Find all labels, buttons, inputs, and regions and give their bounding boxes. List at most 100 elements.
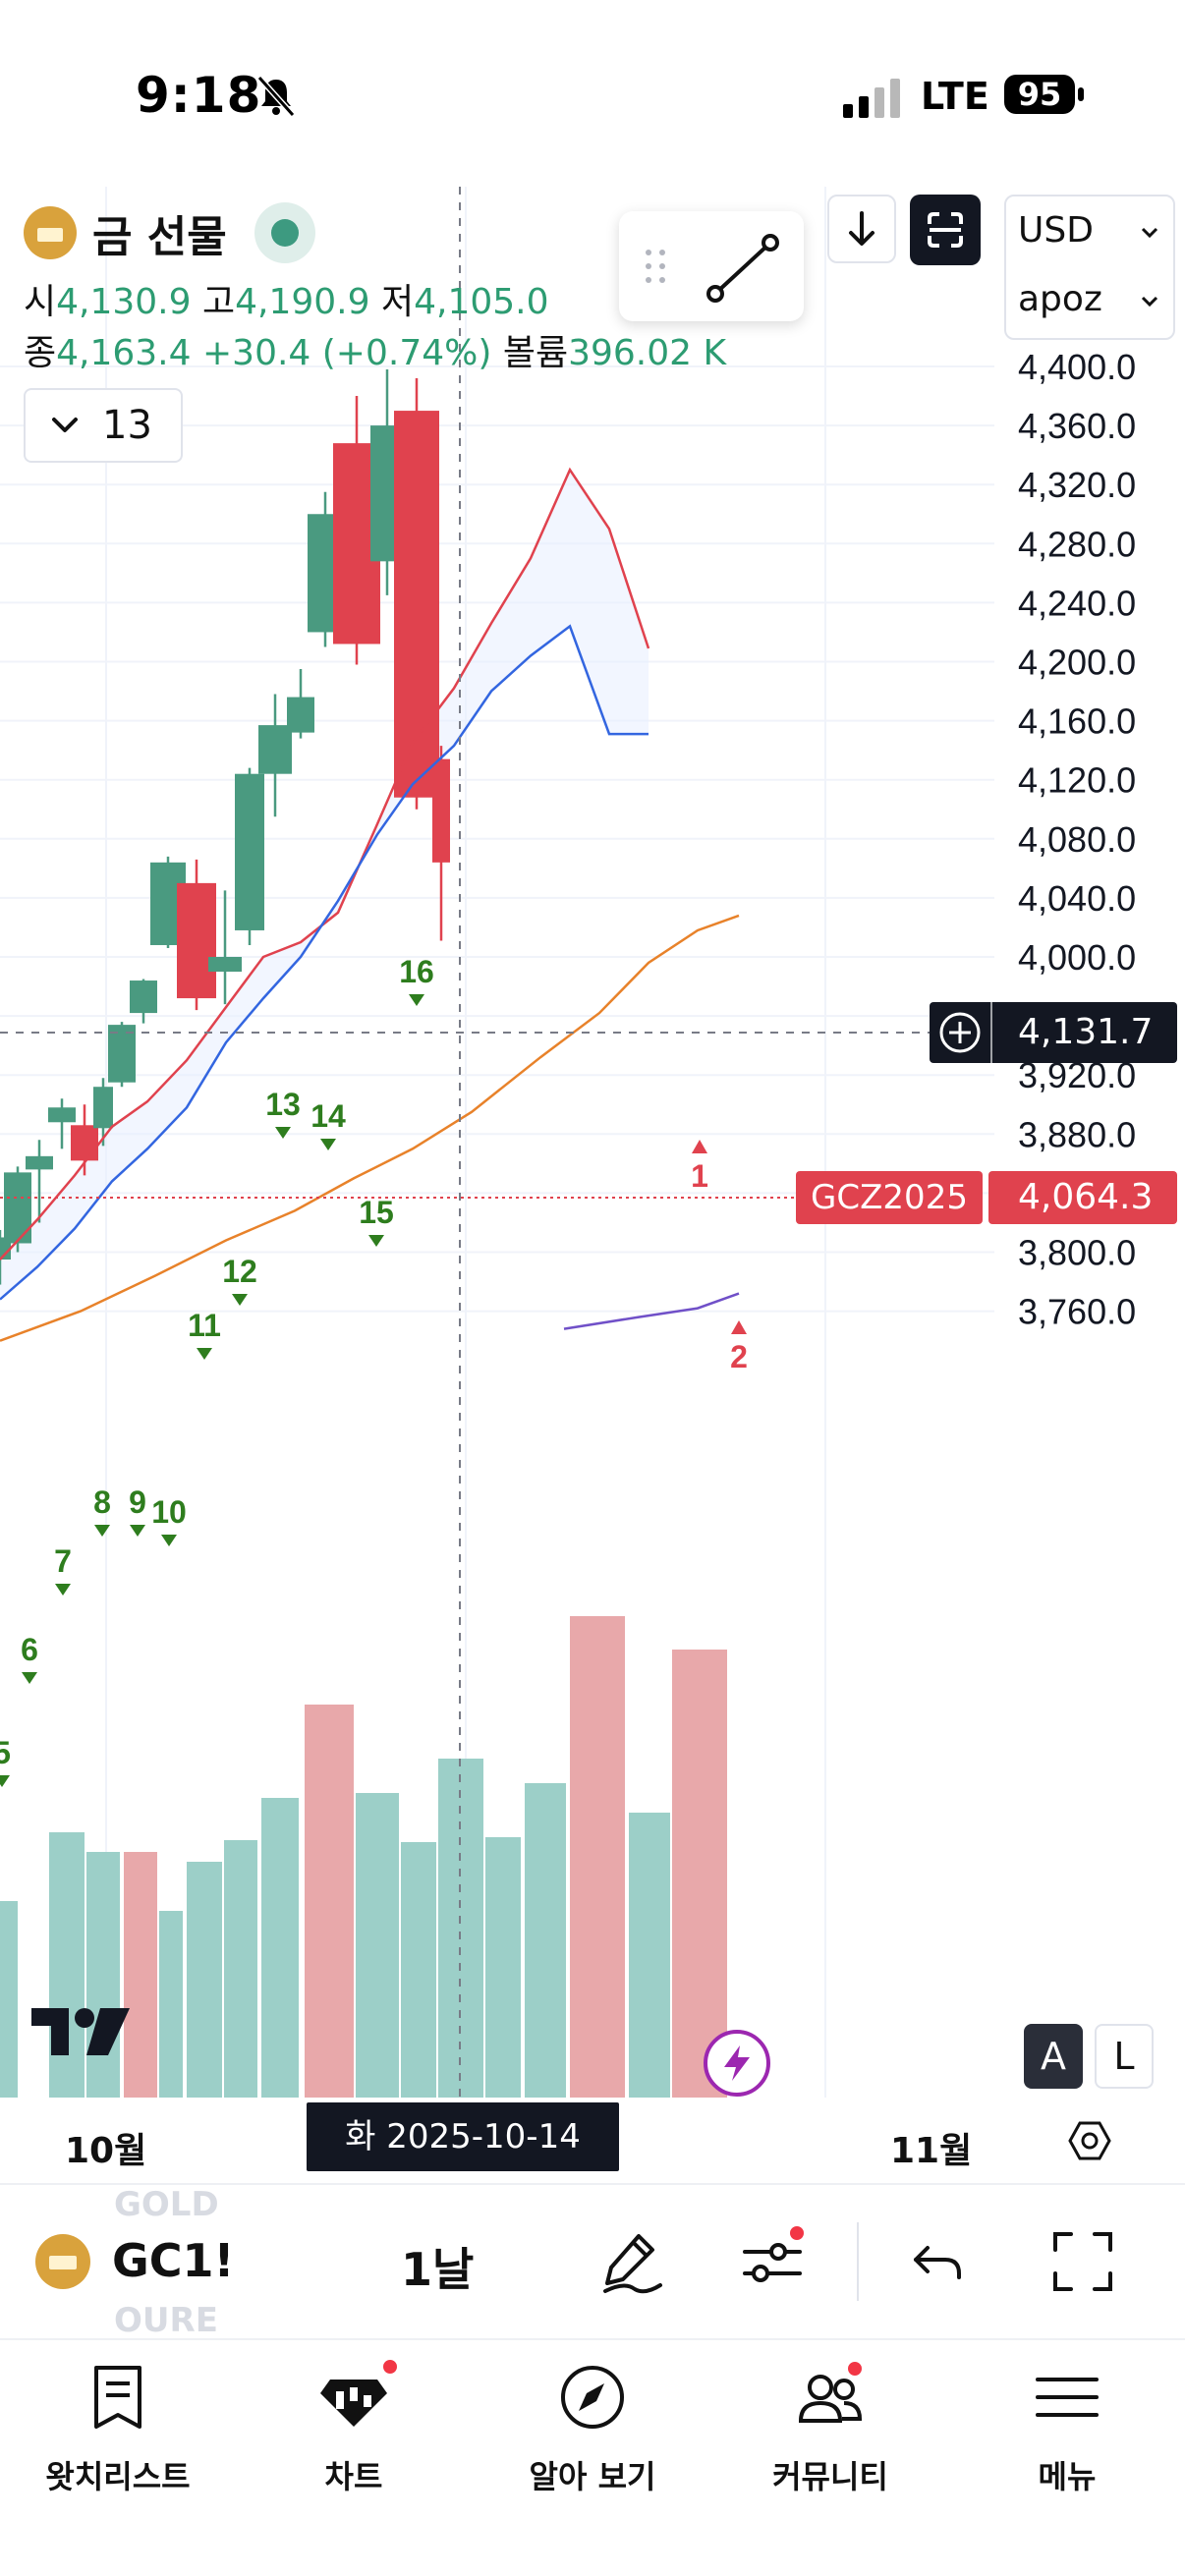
fullscreen-icon[interactable] — [1045, 2224, 1120, 2299]
count-marker-red — [692, 1140, 707, 1153]
date-axis[interactable]: 10월 11월 — [0, 2102, 1185, 2181]
close-value: 4,163.4 — [56, 333, 192, 373]
candle-body — [130, 980, 157, 1014]
count-marker-red — [731, 1320, 747, 1334]
indicators-sliders-icon[interactable] — [735, 2224, 810, 2299]
nav-chart[interactable]: 차트 — [236, 2340, 472, 2576]
volume-bar — [124, 1852, 157, 2098]
y-axis-tick-label: 3,880.0 — [1018, 1114, 1136, 1154]
currency-select[interactable]: USD — [1018, 210, 1094, 251]
count-label-green: 14 — [310, 1098, 346, 1134]
ghost-text-top: GOLD — [114, 2185, 219, 2224]
high-label: 고 — [202, 282, 236, 322]
symbol-header[interactable]: 금 선물 — [24, 201, 315, 264]
volume-bar — [401, 1842, 436, 2098]
candle-body — [208, 957, 242, 973]
y-axis-tick-label: 4,240.0 — [1018, 583, 1136, 623]
candle-body — [394, 411, 439, 798]
candle-body — [258, 725, 292, 774]
interval-button[interactable]: 1날 — [401, 2243, 475, 2296]
symbol-price-tag: GCZ2025 — [796, 1171, 983, 1224]
y-axis-tick-label: 4,200.0 — [1018, 643, 1136, 683]
toolbar-divider — [857, 2222, 859, 2301]
volume-bar — [0, 1901, 18, 2098]
count-marker-green — [197, 1348, 212, 1360]
battery-cap — [1078, 87, 1084, 101]
add-plus-icon[interactable] — [937, 1010, 983, 1055]
ma-line-orange — [0, 914, 740, 1342]
ghost-text-bottom: OURE — [114, 2301, 218, 2340]
nav-menu[interactable]: 메뉴 — [949, 2340, 1185, 2576]
ma-line-blue — [0, 624, 649, 1301]
nav-watchlist[interactable]: 왓치리스트 — [0, 2340, 236, 2576]
y-axis-tick-label: 3,760.0 — [1018, 1292, 1136, 1332]
market-open-dot — [270, 219, 299, 247]
ohlc-line-2: 종4,163.4 +30.4 (+0.74%) 볼륨396.02 K — [24, 328, 726, 379]
count-marker-green — [368, 1235, 384, 1247]
volume-bar — [438, 1759, 483, 2098]
low-value: 4,105.0 — [414, 282, 549, 322]
auto-scale-button[interactable]: A — [1024, 2024, 1083, 2089]
count-marker-green — [320, 1139, 336, 1150]
count-label-green: 12 — [222, 1254, 257, 1289]
indicators-badge — [788, 2224, 806, 2242]
ohlc-legend: 시4,130.9 고4,190.9 저4,105.0 종4,163.4 +30.… — [24, 277, 726, 379]
volume-bar — [261, 1798, 299, 2098]
arrow-down-icon — [849, 211, 875, 246]
nav-community[interactable]: 커뮤니티 — [712, 2340, 948, 2576]
signal-icon — [843, 79, 900, 118]
ohlc-line-1: 시4,130.9 고4,190.9 저4,105.0 — [24, 277, 726, 328]
count-label-green: 16 — [399, 954, 434, 989]
nav-label-watchlist: 왓치리스트 — [45, 2458, 191, 2495]
chart-settings-icon[interactable] — [1067, 2118, 1112, 2163]
candle-body — [287, 697, 314, 733]
count-label-green: 7 — [54, 1543, 72, 1579]
count-marker-green — [130, 1525, 145, 1537]
volume-bar — [356, 1793, 399, 2098]
nav-label-chart: 차트 — [324, 2458, 383, 2495]
tradingview-logo-icon[interactable] — [31, 2004, 130, 2059]
open-label: 시 — [24, 282, 57, 322]
volume-bar — [629, 1813, 670, 2098]
undo-icon[interactable] — [902, 2224, 977, 2299]
network-type: LTE — [921, 75, 989, 118]
volume-bar — [187, 1862, 222, 2098]
count-label-green: 5 — [0, 1735, 11, 1770]
count-marker-green — [275, 1127, 291, 1139]
flash-alert-button[interactable] — [704, 2030, 770, 2097]
trend-line-icon[interactable] — [704, 231, 782, 306]
chart-toolbar: GOLD GC1! 1날 OURE — [0, 2183, 1185, 2340]
y-axis-tick-label: 4,360.0 — [1018, 406, 1136, 446]
log-scale-button[interactable]: L — [1095, 2024, 1154, 2089]
symbol-search-button[interactable]: GC1! — [112, 2234, 235, 2287]
fullscreen-toggle-button[interactable] — [910, 195, 981, 265]
drawing-tool-card[interactable] — [619, 211, 804, 321]
scroll-down-button[interactable] — [827, 195, 896, 263]
y-axis-tick-label: 4,120.0 — [1018, 760, 1136, 801]
y-axis-tick-label: 3,800.0 — [1018, 1233, 1136, 1273]
pen-draw-icon[interactable] — [595, 2224, 670, 2299]
drag-handle-icon[interactable] — [641, 247, 670, 286]
chevron-down-icon — [52, 418, 78, 432]
low-label: 저 — [381, 282, 415, 322]
currency-unit-selector[interactable]: USD apoz — [1004, 195, 1175, 340]
crosshair-separator — [990, 1002, 992, 1063]
y-axis-tick-label: 4,080.0 — [1018, 819, 1136, 860]
y-axis-tick-label: 4,160.0 — [1018, 701, 1136, 742]
y-axis-tick-label: 4,280.0 — [1018, 524, 1136, 564]
nav-explore[interactable]: 알아 보기 — [475, 2340, 710, 2576]
volume-label: 볼륨 — [502, 333, 569, 373]
lightning-icon — [724, 2045, 750, 2081]
count-label-green: 13 — [265, 1087, 301, 1122]
candle-body — [26, 1155, 53, 1170]
symbol-name: 금 선물 — [92, 212, 227, 262]
nav-label-community: 커뮤니티 — [772, 2458, 888, 2495]
unit-select[interactable]: apoz — [1018, 279, 1102, 319]
market-status-icon[interactable] — [254, 202, 315, 263]
open-value: 4,130.9 — [56, 282, 192, 322]
indicators-collapse-button[interactable]: 13 — [24, 388, 183, 463]
ma-fill-area — [0, 470, 649, 1300]
volume-value: 396.02 K — [568, 333, 727, 373]
